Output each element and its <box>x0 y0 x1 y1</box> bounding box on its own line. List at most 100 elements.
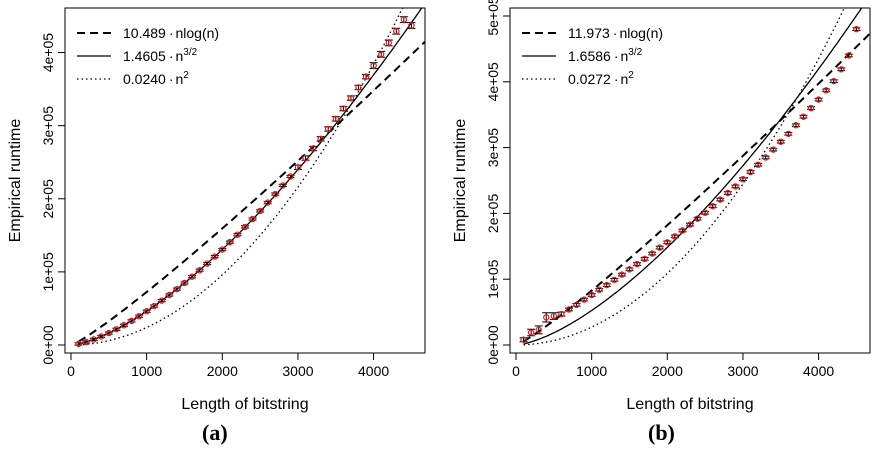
legend-dot: · <box>614 71 619 87</box>
legend-dot: · <box>614 48 619 64</box>
data-point <box>234 231 241 238</box>
x-tick-label: 3000 <box>282 363 313 379</box>
data-point <box>527 329 535 336</box>
data-point <box>370 62 377 69</box>
x-tick-label: 3000 <box>727 363 758 379</box>
data-point <box>287 173 294 180</box>
x-tick-label: 2000 <box>207 363 238 379</box>
data-point <box>393 28 400 35</box>
x-tick-label: 2000 <box>652 363 683 379</box>
data-point <box>317 135 324 143</box>
legend-exponent: 2 <box>628 70 634 81</box>
data-point <box>656 244 663 251</box>
data-point <box>596 286 603 293</box>
data-point <box>241 223 249 231</box>
data-point <box>279 182 287 189</box>
data-point <box>294 164 302 171</box>
data-point <box>113 326 120 333</box>
data-point <box>709 202 716 210</box>
data-point <box>845 52 853 59</box>
y-tick-label: 2e+05 <box>40 179 56 219</box>
data-point <box>633 260 641 268</box>
legend-model: nlog(n) <box>176 25 220 41</box>
data-point <box>641 255 648 263</box>
legend-entry: 11.973 · nlog(n) <box>568 25 663 41</box>
data-point <box>838 66 845 73</box>
x-tick-label: 4000 <box>803 363 834 379</box>
plot-frame-b <box>509 7 871 354</box>
data-point <box>219 246 226 253</box>
data-point <box>853 25 860 33</box>
legend-model: n <box>176 71 184 87</box>
data-point <box>226 238 234 246</box>
x-axis-label: Length of bitstring <box>626 396 753 413</box>
data-point <box>166 291 173 299</box>
data-point <box>151 302 158 310</box>
data-point <box>75 340 82 348</box>
data-point <box>196 267 203 274</box>
panel-label-a: (a) <box>202 420 228 445</box>
data-point <box>603 281 610 289</box>
fit-curve-dashed <box>78 40 425 343</box>
data-point <box>362 73 370 80</box>
data-point <box>747 168 754 176</box>
data-point <box>347 94 355 102</box>
legend-entry: 0.0272 · n2 <box>568 70 634 87</box>
y-tick-label: 5e+05 <box>485 0 501 36</box>
data-point <box>618 271 626 278</box>
legend-coef: 11.973 <box>568 25 610 41</box>
data-point <box>211 253 218 260</box>
fit-curve-dotted <box>78 8 404 346</box>
y-tick-label: 0e+00 <box>485 325 501 365</box>
data-point <box>332 115 339 123</box>
data-point <box>550 312 558 320</box>
data-point <box>249 215 256 223</box>
data-point <box>143 308 150 315</box>
data-point <box>558 310 565 318</box>
data-point <box>732 183 739 190</box>
x-tick-label: 1000 <box>131 363 162 379</box>
data-point <box>762 154 769 161</box>
data-point <box>785 130 792 137</box>
data-point <box>565 306 573 313</box>
data-point <box>302 154 309 162</box>
data-point <box>830 77 837 85</box>
y-tick-label: 4e+05 <box>40 33 56 73</box>
data-point <box>754 161 762 168</box>
y-tick-label: 3e+05 <box>485 128 501 168</box>
data-point <box>626 266 633 273</box>
data-point <box>264 199 271 206</box>
data-point <box>822 87 830 94</box>
legend-dot: · <box>169 71 174 87</box>
fit-curve-dotted <box>523 8 845 346</box>
legend-coef: 10.489 <box>123 25 166 41</box>
chart-b: 0 1000 2000 3000 4000 0e+00 1e+05 2e+05 3e+05 4e+… <box>452 0 871 413</box>
y-tick-label: 0e+00 <box>40 325 56 365</box>
data-point <box>355 84 362 91</box>
panel-label-b: (b) <box>648 420 675 445</box>
data-point <box>679 227 686 234</box>
chart-panel-a: 0 1000 2000 3000 4000 0e+00 1e+05 2e+05 3e+05 4e+… <box>7 7 426 445</box>
x-tick-label: 4000 <box>358 363 389 379</box>
data-point <box>82 338 90 346</box>
chart-panel-b: 0 1000 2000 3000 4000 0e+00 1e+05 2e+05 3e+05 4e+… <box>445 0 890 454</box>
data-point <box>400 16 408 23</box>
data-point <box>807 104 815 112</box>
data-point <box>105 329 113 337</box>
y-tick-label: 2e+05 <box>485 194 501 234</box>
data-point <box>325 125 332 133</box>
data-point <box>272 190 279 198</box>
data-point <box>739 175 747 183</box>
legend-coef: 1.6586 <box>568 48 611 64</box>
y-tick-label: 3e+05 <box>40 106 56 146</box>
data-point <box>256 207 264 215</box>
plot-frame-a <box>64 7 426 354</box>
legend-dot: · <box>169 25 174 41</box>
data-point <box>611 276 618 284</box>
data-point <box>128 317 135 325</box>
data-point <box>777 138 784 145</box>
data-point <box>158 297 165 304</box>
legend-dot: · <box>169 48 174 64</box>
data-point <box>701 209 709 216</box>
legend-coef: 1.4605 <box>123 48 166 64</box>
